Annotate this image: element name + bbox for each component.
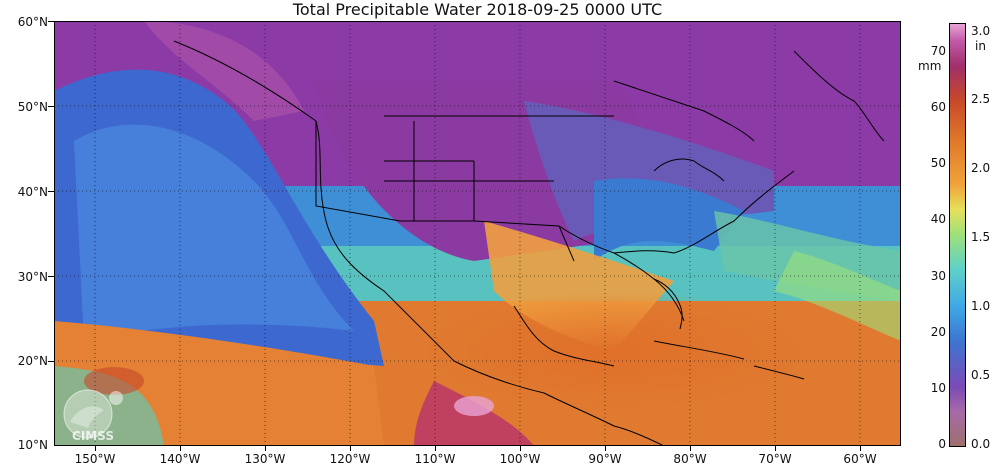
lon-label: 130°W bbox=[244, 452, 286, 466]
lat-tick bbox=[48, 191, 54, 192]
colorbar-mm-tick: 40 bbox=[930, 212, 946, 226]
tpw-map[interactable] bbox=[54, 21, 901, 446]
lon-label: 70°W bbox=[758, 452, 792, 466]
colorbar-in-tick: 0.0 bbox=[971, 437, 991, 451]
lat-tick bbox=[48, 361, 54, 362]
colorbar-in-tick: 2.5 bbox=[971, 92, 991, 106]
lat-tick bbox=[48, 21, 54, 22]
lat-tick bbox=[48, 106, 54, 107]
colorbar-in-tick: 3.0 bbox=[971, 24, 991, 38]
colorbar-mm-tick: 20 bbox=[930, 325, 946, 339]
colorbar-in-tick: 0.5 bbox=[971, 368, 991, 382]
logo-text: CIMSS bbox=[72, 429, 114, 443]
cimss-logo: CIMSS bbox=[58, 388, 128, 444]
colorbar-mm-tick: 50 bbox=[930, 156, 946, 170]
lon-label: 60°W bbox=[843, 452, 877, 466]
lon-tick bbox=[605, 446, 606, 451]
lon-label: 80°W bbox=[673, 452, 707, 466]
map-title: Total Precipitable Water 2018-09-25 0000… bbox=[292, 0, 663, 19]
lon-tick bbox=[95, 446, 96, 451]
colorbar bbox=[949, 23, 966, 447]
lon-label: 100°W bbox=[499, 452, 541, 466]
lat-label: 60°N bbox=[17, 15, 48, 29]
colorbar-mm-tick: 70 bbox=[930, 44, 946, 58]
colorbar-in-unit: in bbox=[975, 39, 986, 53]
lat-label: 40°N bbox=[17, 185, 48, 199]
colorbar-mm-unit: mm bbox=[918, 59, 942, 73]
colorbar-in-tick: 1.0 bbox=[971, 299, 991, 313]
colorbar-mm-tick: 60 bbox=[930, 100, 946, 114]
lat-label: 20°N bbox=[17, 354, 48, 368]
lon-tick bbox=[265, 446, 266, 451]
lat-label: 50°N bbox=[17, 100, 48, 114]
colorbar-mm-tick: 10 bbox=[930, 381, 946, 395]
lon-tick bbox=[520, 446, 521, 451]
lon-tick bbox=[690, 446, 691, 451]
lon-label: 150°W bbox=[74, 452, 116, 466]
lat-tick bbox=[48, 276, 54, 277]
lon-tick bbox=[180, 446, 181, 451]
lon-label: 120°W bbox=[329, 452, 371, 466]
lon-label: 110°W bbox=[414, 452, 456, 466]
colorbar-in-tick: 1.5 bbox=[971, 230, 991, 244]
lon-tick bbox=[435, 446, 436, 451]
lon-tick bbox=[860, 446, 861, 451]
lat-label: 10°N bbox=[17, 438, 48, 452]
colorbar-in-tick: 2.0 bbox=[971, 161, 991, 175]
map-graphic bbox=[54, 21, 901, 446]
lon-tick bbox=[350, 446, 351, 451]
lon-label: 90°W bbox=[588, 452, 622, 466]
lon-tick bbox=[775, 446, 776, 451]
colorbar-mm-tick: 0 bbox=[938, 437, 946, 451]
lon-label: 140°W bbox=[159, 452, 201, 466]
lat-label: 30°N bbox=[17, 270, 48, 284]
colorbar-mm-tick: 30 bbox=[930, 269, 946, 283]
